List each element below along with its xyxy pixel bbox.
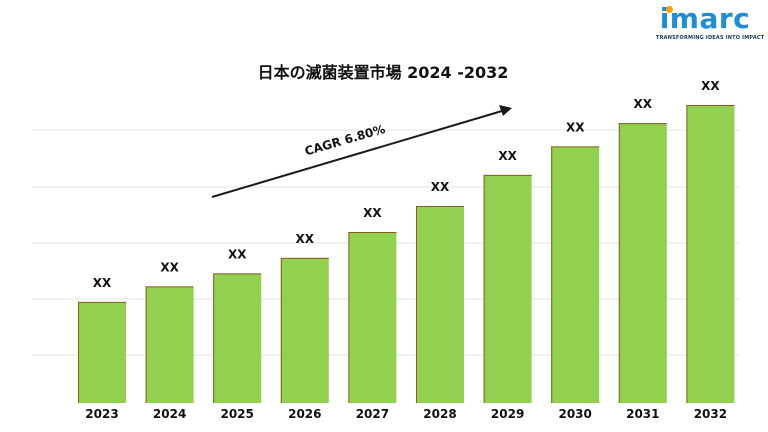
- x-tick-label: 2023: [85, 407, 118, 421]
- data-label: XX: [93, 276, 112, 290]
- data-label: XX: [228, 247, 247, 261]
- x-tick-label: 2028: [423, 407, 456, 421]
- data-label: XX: [701, 79, 720, 93]
- bar: [618, 123, 667, 403]
- x-axis-tick-labels: 2023 2024 2025 2026 2027 2028 2029 2030 2031 2032: [85, 407, 727, 421]
- bar: [686, 104, 735, 403]
- imarc-logo: imarc TRANSFORMING IDEAS INTO IMPACT: [656, 2, 765, 46]
- bar: [348, 231, 397, 403]
- cagr-label: CAGR 6.80%: [303, 122, 387, 158]
- logo-tagline: TRANSFORMING IDEAS INTO IMPACT: [656, 35, 765, 41]
- bars: [78, 104, 735, 404]
- x-tick-label: 2029: [491, 407, 524, 421]
- x-tick-label: 2032: [694, 407, 727, 421]
- cagr-arrow-line: [211, 110, 503, 198]
- bar: [78, 301, 126, 403]
- bar: [483, 174, 532, 403]
- logo-dot-icon: [666, 6, 673, 13]
- data-label: XX: [634, 97, 653, 111]
- bar: [145, 286, 194, 403]
- data-label: XX: [160, 260, 179, 274]
- data-label: XX: [566, 120, 585, 134]
- cagr-arrow-head: [499, 105, 512, 116]
- cagr-arrow: CAGR 6.80%: [211, 105, 512, 198]
- bar: [551, 146, 600, 404]
- x-tick-label: 2025: [220, 407, 253, 421]
- x-tick-label: 2027: [356, 407, 389, 421]
- data-label: XX: [296, 232, 315, 246]
- logo-wordmark: imarc: [659, 2, 751, 35]
- bar: [280, 257, 329, 403]
- x-tick-label: 2030: [558, 407, 591, 421]
- x-tick-label: 2026: [288, 407, 321, 421]
- data-label: XX: [498, 149, 517, 163]
- data-label: XX: [363, 206, 382, 220]
- data-labels: XX XX XX XX XX XX XX XX XX XX: [93, 79, 721, 290]
- x-tick-label: 2024: [153, 407, 186, 421]
- data-label: XX: [431, 180, 450, 194]
- x-tick-label: 2031: [626, 407, 659, 421]
- chart-title: 日本の滅菌装置市場 2024 -2032: [258, 63, 509, 82]
- bar: [416, 206, 464, 403]
- bar: [213, 273, 262, 403]
